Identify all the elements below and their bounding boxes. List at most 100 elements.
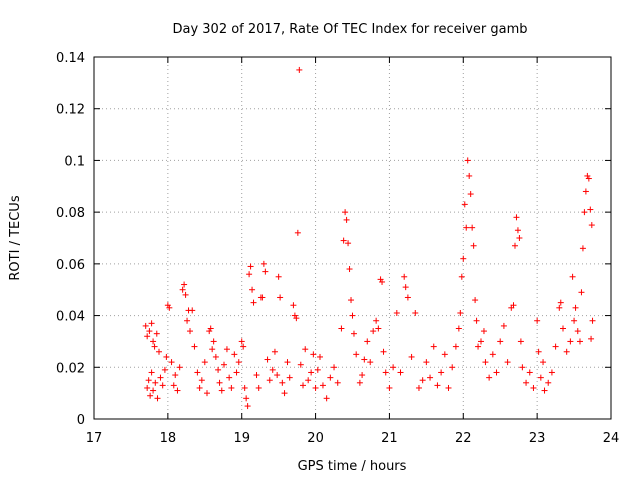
data-point bbox=[427, 374, 434, 381]
data-point bbox=[373, 317, 380, 324]
data-point bbox=[238, 338, 245, 345]
data-point bbox=[259, 294, 266, 301]
data-point bbox=[493, 369, 500, 376]
data-point bbox=[233, 369, 240, 376]
data-point bbox=[147, 392, 154, 399]
data-point bbox=[220, 361, 227, 368]
data-point bbox=[382, 369, 389, 376]
x-tick-label: 22 bbox=[455, 431, 472, 446]
data-point bbox=[342, 209, 349, 216]
data-point bbox=[530, 384, 537, 391]
y-tick-label: 0.1 bbox=[64, 154, 85, 169]
y-tick-label: 0.08 bbox=[56, 206, 85, 221]
data-point bbox=[150, 338, 157, 345]
y-tick-label: 0.04 bbox=[56, 310, 85, 325]
data-point bbox=[274, 372, 281, 379]
data-point bbox=[486, 374, 493, 381]
data-point bbox=[312, 384, 319, 391]
data-point bbox=[404, 294, 411, 301]
data-point bbox=[151, 343, 158, 350]
data-point bbox=[142, 322, 149, 329]
data-point bbox=[338, 325, 345, 332]
data-point bbox=[215, 366, 222, 373]
data-point bbox=[291, 312, 298, 319]
data-point bbox=[164, 302, 171, 309]
data-point bbox=[244, 403, 251, 410]
data-point bbox=[386, 384, 393, 391]
ticks-layer: 17 18 19 20 21 22 23 24 0 0.02 0.04 0.06 0.08 0.1 0.12… bbox=[56, 51, 619, 446]
data-point bbox=[514, 227, 521, 234]
data-point bbox=[218, 387, 225, 394]
data-point bbox=[584, 172, 591, 179]
data-point bbox=[293, 315, 300, 322]
y-tick-label: 0.14 bbox=[56, 51, 85, 66]
chart-title: Day 302 of 2017, Rate Of TEC Index for r… bbox=[172, 22, 527, 37]
data-point bbox=[194, 369, 201, 376]
data-point bbox=[569, 273, 576, 280]
data-point bbox=[246, 271, 253, 278]
data-point bbox=[401, 273, 408, 280]
x-tick-label: 19 bbox=[233, 431, 250, 446]
data-point bbox=[393, 309, 400, 316]
data-point bbox=[430, 343, 437, 350]
data-point bbox=[271, 348, 278, 355]
data-point bbox=[397, 369, 404, 376]
data-point bbox=[262, 268, 269, 275]
data-point bbox=[231, 351, 238, 358]
data-point bbox=[340, 237, 347, 244]
data-point bbox=[250, 299, 257, 306]
data-point bbox=[154, 395, 161, 402]
data-point bbox=[523, 379, 530, 386]
data-point bbox=[317, 353, 324, 360]
data-point bbox=[466, 172, 473, 179]
data-point bbox=[189, 307, 196, 314]
data-point bbox=[144, 333, 151, 340]
data-point bbox=[578, 289, 585, 296]
data-point bbox=[144, 384, 151, 391]
data-point bbox=[559, 325, 566, 332]
data-point bbox=[359, 372, 366, 379]
data-point bbox=[216, 379, 223, 386]
data-point bbox=[390, 364, 397, 371]
y-tick-label: 0.06 bbox=[56, 258, 85, 273]
data-point bbox=[253, 372, 260, 379]
data-point bbox=[500, 322, 507, 329]
data-point bbox=[161, 366, 168, 373]
data-point bbox=[226, 374, 233, 381]
x-tick-label: 21 bbox=[381, 431, 398, 446]
data-point bbox=[319, 382, 326, 389]
data-point bbox=[585, 175, 592, 182]
data-point bbox=[379, 278, 386, 285]
data-point bbox=[260, 260, 267, 267]
data-point bbox=[516, 235, 523, 241]
x-tick-label: 24 bbox=[603, 431, 620, 446]
data-point bbox=[445, 384, 452, 391]
data-point bbox=[300, 382, 307, 389]
data-point bbox=[210, 338, 217, 345]
data-point bbox=[191, 343, 198, 350]
data-point bbox=[452, 343, 459, 350]
data-point bbox=[548, 369, 555, 376]
data-point bbox=[179, 286, 186, 293]
data-point bbox=[423, 359, 430, 366]
data-point bbox=[455, 325, 462, 332]
data-point bbox=[157, 374, 164, 381]
data-point bbox=[581, 209, 588, 216]
data-point bbox=[375, 325, 382, 332]
data-point bbox=[305, 377, 312, 384]
plot-frame bbox=[93, 56, 612, 420]
x-tick-label: 18 bbox=[160, 431, 177, 446]
data-point bbox=[472, 297, 479, 304]
data-point bbox=[535, 348, 542, 355]
data-point bbox=[345, 240, 352, 247]
data-point bbox=[296, 66, 303, 73]
data-point bbox=[370, 328, 377, 335]
data-point bbox=[519, 364, 526, 371]
data-point bbox=[588, 335, 595, 342]
data-point bbox=[297, 361, 304, 368]
data-point bbox=[327, 374, 334, 381]
y-tick-label: 0.12 bbox=[56, 103, 85, 118]
data-point bbox=[589, 317, 596, 324]
data-point bbox=[526, 369, 533, 376]
